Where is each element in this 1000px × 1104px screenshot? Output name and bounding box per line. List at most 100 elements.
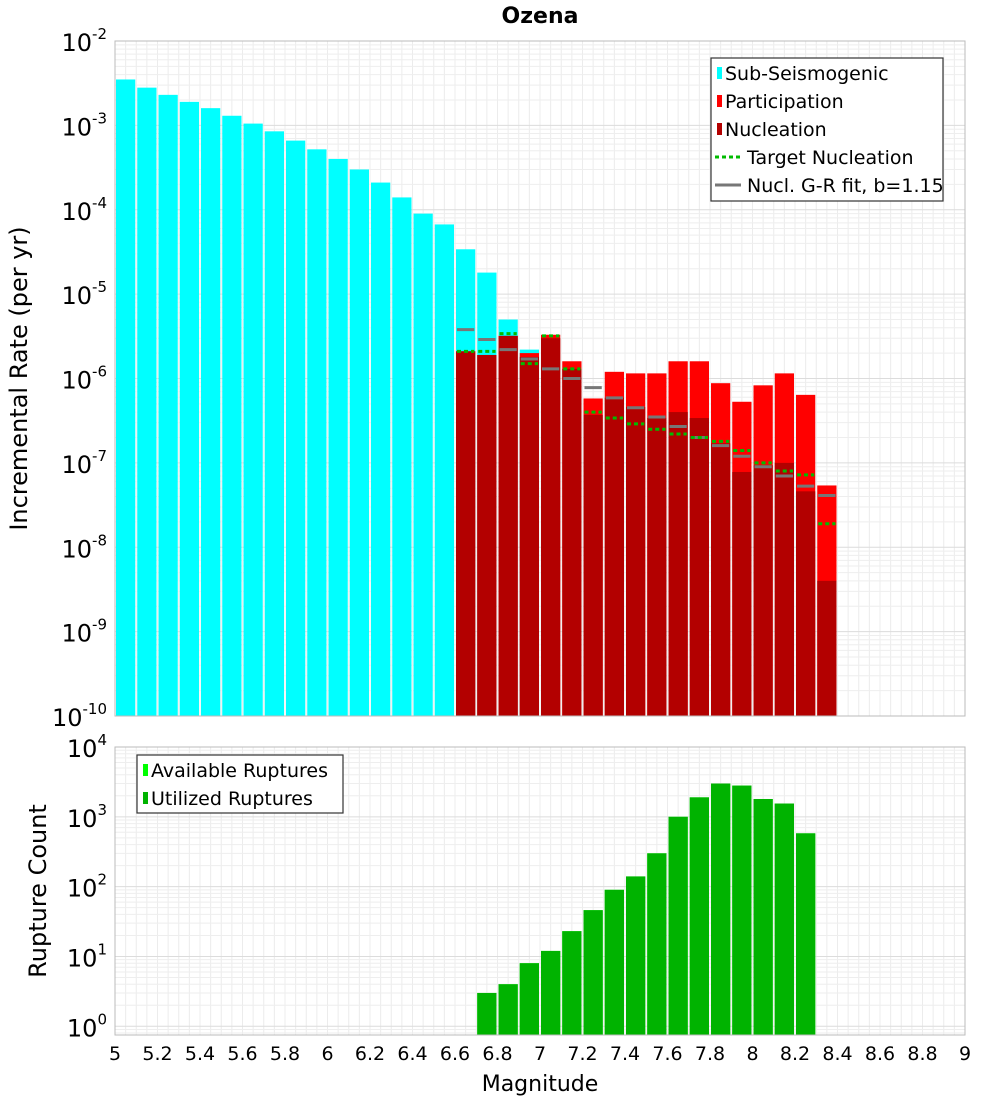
count-legend-frame xyxy=(136,754,344,814)
x-tick-label: 9 xyxy=(959,1043,971,1065)
y-tick-label: 10-9 xyxy=(61,616,107,648)
count-y-axis-label: Rupture Count xyxy=(24,804,52,978)
sub-seismogenic-bar xyxy=(179,101,199,716)
legend-swatch xyxy=(143,764,148,776)
x-tick-label: 8 xyxy=(746,1043,758,1065)
utilized-ruptures-bar xyxy=(732,785,752,1035)
legend-label: Participation xyxy=(725,91,844,113)
sub-seismogenic-bar xyxy=(222,115,242,716)
sub-seismogenic-bar xyxy=(434,224,454,717)
utilized-ruptures-bar xyxy=(477,992,497,1035)
nucleation-bar xyxy=(604,397,624,716)
x-tick-labels: 5 5.2 5.4 5.6 5.8 6 6.2 6.4 6.6 6.8 7 7.2 7.4 7.6 7.8 8… xyxy=(109,1043,971,1065)
legend-label: Target Nucleation xyxy=(746,147,914,169)
y-tick-label: 101 xyxy=(67,940,107,972)
nucleation-bar xyxy=(519,356,539,716)
legend-label: Sub-Seismogenic xyxy=(725,63,889,85)
legend-label: Available Ruptures xyxy=(151,760,328,782)
nucleation-bar xyxy=(711,443,731,716)
x-tick-label: 7.4 xyxy=(610,1043,640,1065)
x-tick-label: 8.4 xyxy=(822,1043,852,1065)
sub-seismogenic-bar xyxy=(349,169,369,716)
utilized-ruptures-bar xyxy=(562,931,582,1035)
sub-seismogenic-bar xyxy=(201,108,221,717)
utilized-ruptures-bar xyxy=(774,803,794,1035)
nucleation-bar xyxy=(456,351,476,716)
x-tick-label: 7.2 xyxy=(567,1043,597,1065)
y-tick-label: 100 xyxy=(67,1010,107,1042)
sub-seismogenic-bar xyxy=(286,140,306,717)
x-tick-label: 5 xyxy=(109,1043,121,1065)
legend-swatch xyxy=(717,95,722,107)
y-tick-label: 10-3 xyxy=(61,109,107,141)
count-legend: Available Ruptures Utilized Ruptures xyxy=(136,754,344,814)
utilized-ruptures-bar xyxy=(689,797,709,1035)
utilized-ruptures-bar xyxy=(647,853,667,1035)
legend-swatch xyxy=(717,67,722,79)
utilized-ruptures-bar xyxy=(604,889,624,1035)
utilized-ruptures xyxy=(477,783,816,1035)
legend-label: Utilized Ruptures xyxy=(151,788,313,810)
x-tick-label: 6.2 xyxy=(355,1043,385,1065)
nucleation-bar xyxy=(626,406,646,716)
x-tick-label: 7.8 xyxy=(695,1043,725,1065)
x-tick-label: 5.4 xyxy=(185,1043,215,1065)
x-tick-label: 7 xyxy=(534,1043,546,1065)
nucleation-bar xyxy=(732,471,752,716)
rate-legend: Sub-Seismogenic Participation Nucleation Ta… xyxy=(710,57,944,202)
x-axis-label: Magnitude xyxy=(482,1072,599,1097)
y-tick-label: 10-8 xyxy=(61,531,107,563)
utilized-ruptures-bar xyxy=(583,910,603,1035)
y-tick-label: 10-6 xyxy=(61,363,107,395)
x-tick-label: 8.8 xyxy=(907,1043,937,1065)
legend-label: Nucl. G-R fit, b=1.15 xyxy=(747,175,944,197)
x-tick-label: 5.8 xyxy=(270,1043,300,1065)
x-tick-label: 6.8 xyxy=(482,1043,512,1065)
rate-y-tick-labels: 10-10 10-9 10-8 10-7 10-6 10-5 10-4 10-3 10-2 xyxy=(52,25,107,732)
sub-seismogenic-bar xyxy=(158,94,178,716)
y-tick-label: 10-5 xyxy=(61,278,107,310)
nucleation-bar xyxy=(583,414,603,716)
rate-legend-frame xyxy=(710,57,944,202)
nucleation-bar xyxy=(541,338,561,716)
sub-seismogenic-bar xyxy=(307,149,327,716)
x-tick-label: 8.2 xyxy=(780,1043,810,1065)
gr-fit xyxy=(457,328,836,498)
y-tick-label: 10-4 xyxy=(61,194,107,226)
y-tick-label: 10-2 xyxy=(61,25,107,57)
count-plot-frame xyxy=(114,746,966,1036)
y-tick-label: 10-7 xyxy=(61,447,107,479)
legend-swatch xyxy=(143,792,148,804)
nucleation-bar xyxy=(689,418,709,716)
sub-seismogenic-bar xyxy=(392,197,412,717)
nucleation-bar xyxy=(774,462,794,716)
rate-plot-frame xyxy=(114,40,966,717)
x-tick-label: 6 xyxy=(321,1043,333,1065)
x-tick-label: 6.6 xyxy=(440,1043,470,1065)
x-tick-label: 7.6 xyxy=(652,1043,682,1065)
nucleation-bar xyxy=(498,335,518,716)
x-tick-label: 6.4 xyxy=(397,1043,427,1065)
nucleation-bar xyxy=(817,580,837,716)
x-tick-label: 5.2 xyxy=(142,1043,172,1065)
count-y-tick-labels: 100 101 102 103 104 xyxy=(67,731,107,1042)
utilized-ruptures-bar xyxy=(541,950,561,1035)
nucleation-bar xyxy=(477,354,497,716)
utilized-ruptures-bar xyxy=(753,798,773,1035)
utilized-ruptures-bar xyxy=(711,783,731,1035)
y-tick-label: 103 xyxy=(67,801,107,833)
target-nucleation xyxy=(457,332,836,526)
sub-seismogenic-bar xyxy=(116,79,136,717)
nucleation-bar xyxy=(668,412,688,716)
rate-y-axis-label: Incremental Rate (per yr) xyxy=(5,226,33,530)
utilized-ruptures-bar xyxy=(519,963,539,1035)
sub-seismogenic-bar xyxy=(413,213,433,717)
x-tick-label: 8.6 xyxy=(865,1043,895,1065)
chart-title: Ozena xyxy=(502,4,579,29)
nucleation-bar xyxy=(753,465,773,716)
sub-seismogenic-bar xyxy=(243,123,263,716)
nucleation-bar xyxy=(647,418,667,716)
nucleation xyxy=(456,335,837,716)
